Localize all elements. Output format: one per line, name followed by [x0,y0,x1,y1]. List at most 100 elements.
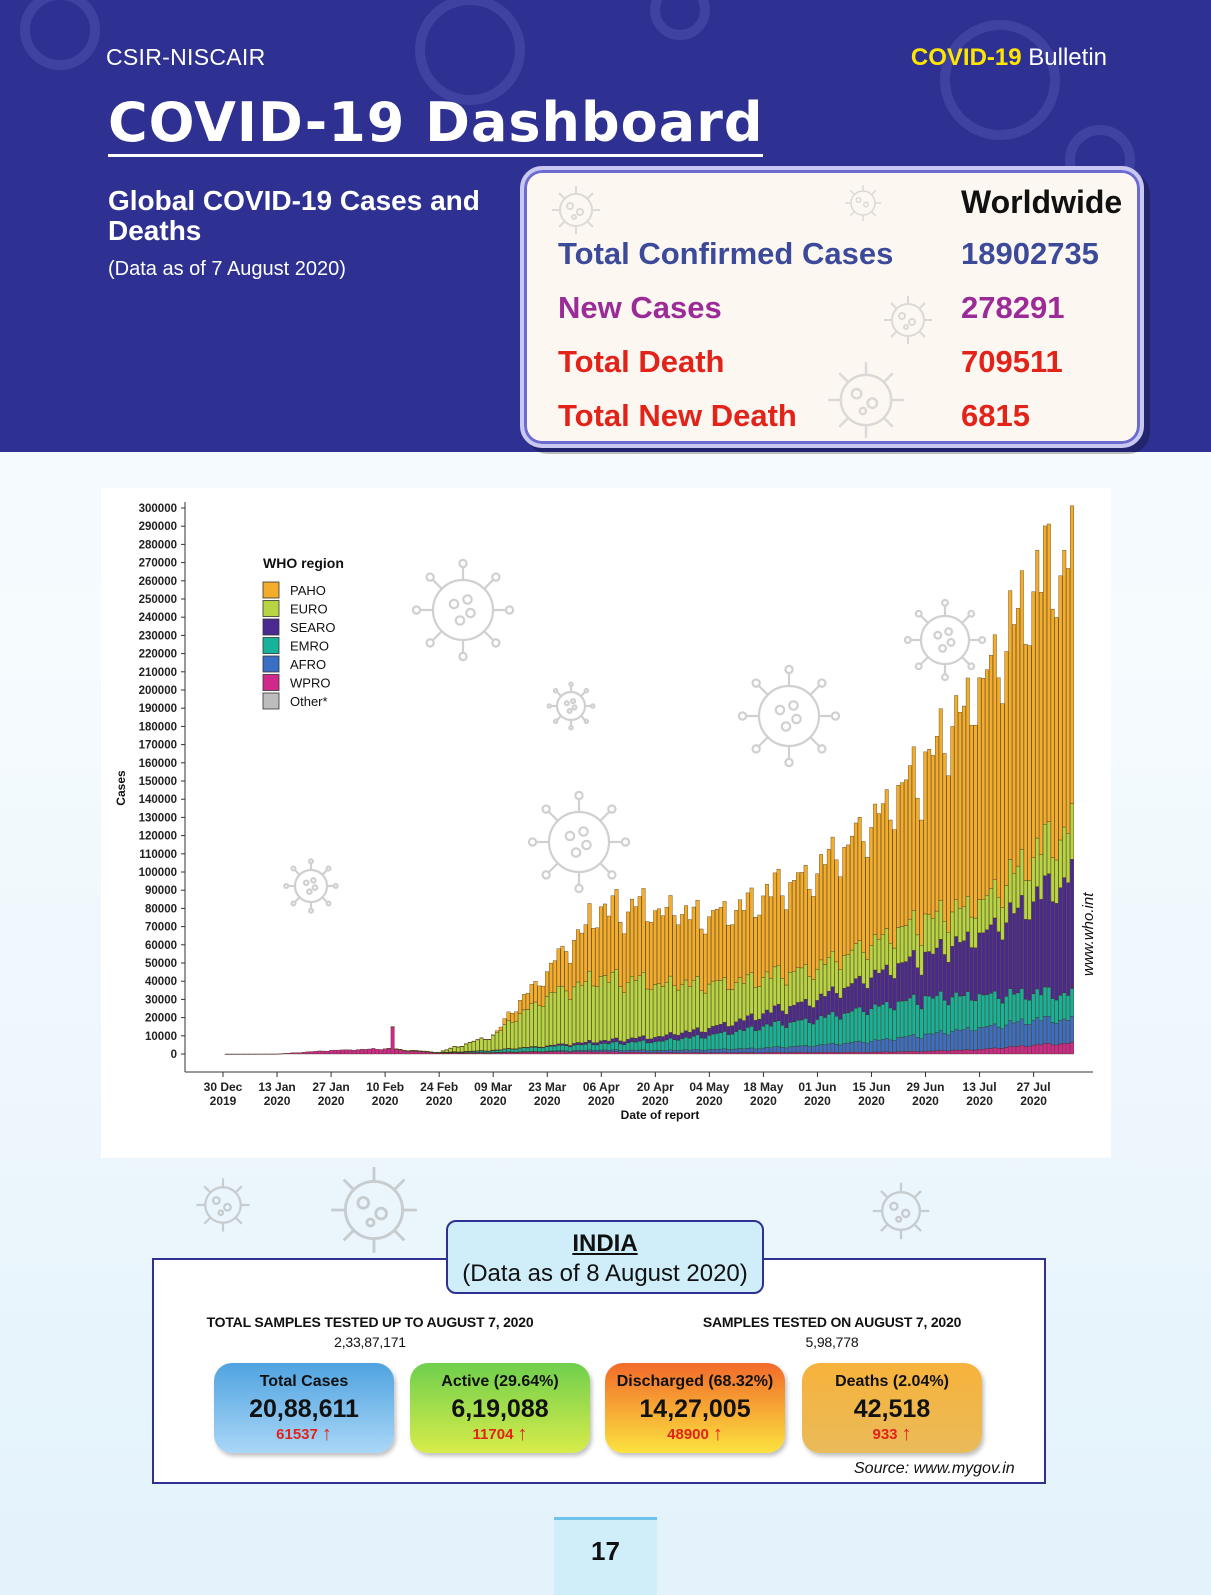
bar-searo [931,953,935,999]
bar-euro [996,897,1001,932]
bar-wpro [1008,1046,1013,1055]
bar-afro [599,1049,603,1052]
bar-searo [853,978,858,1009]
bar-emro [664,1039,669,1051]
bar-paho [448,1047,453,1049]
india-title: INDIA [572,1230,638,1257]
bar-paho [626,911,631,983]
bar-euro [892,947,897,979]
bar-emro [734,1031,739,1050]
total-new-death-value: 6815 [961,398,1030,433]
bar-paho [514,1011,519,1022]
bar-euro [838,969,843,999]
bar-afro [969,1030,974,1051]
bar-emro [514,1049,519,1053]
bar-wpro [958,1049,962,1055]
bar-euro [857,940,862,977]
bar-wpro [541,1052,546,1055]
bar-emro [626,1042,631,1051]
bar-paho [579,932,584,986]
bar-afro [1012,1022,1017,1047]
bar-emro [784,1027,789,1049]
bar-searo [1023,919,1028,1000]
bar-afro [645,1050,650,1053]
bar-emro [1039,994,1044,1021]
bar-euro [521,1009,526,1048]
bar-wpro [247,1053,252,1055]
x-tick-label: 2020 [264,1094,291,1108]
total-new-death-label: Total New Death [558,398,797,433]
bar-afro [954,1028,959,1051]
bar-emro [660,1041,665,1051]
bar-searo [850,983,854,1012]
bar-euro [950,911,955,947]
bar-paho [765,883,769,973]
bar-wpro [1019,1045,1024,1055]
bar-searo [792,1004,796,1022]
bar-wpro [807,1052,812,1055]
bar-euro [745,974,750,1016]
bar-euro [494,1032,499,1051]
bar-wpro [904,1051,908,1055]
bar-emro [560,1045,565,1051]
bar-wpro [792,1052,796,1055]
bar-wpro [927,1050,932,1055]
bar-euro [452,1046,457,1052]
bar-euro [757,986,762,1020]
bar-searo [637,1036,642,1042]
y-tick-label: 30000 [145,994,177,1006]
bar-paho [444,1049,449,1051]
bar-emro [633,1041,638,1051]
bar-searo [985,929,989,995]
bar-paho [568,963,573,1000]
bar-euro [792,971,796,1006]
bar-euro [884,928,889,966]
new-cases-label: New Cases [558,290,722,325]
stat-total-cases: Total Cases 20,88,611 61537 ↑ [214,1363,394,1453]
bar-emro [537,1047,542,1052]
bar-euro [904,925,908,962]
bar-searo [687,1032,692,1039]
bar-afro [610,1049,615,1052]
bar-emro [529,1047,534,1052]
bar-paho [552,960,557,993]
bar-afro [630,1049,634,1053]
y-tick-label: 10000 [145,1031,177,1043]
bar-euro [772,966,777,1007]
bar-paho [637,896,642,976]
bar-wpro [892,1051,897,1055]
bar-afro [981,1027,986,1050]
bar-euro [1016,865,1020,909]
y-axis-label: Cases [114,770,128,806]
bar-euro [958,908,962,943]
bar-afro [938,1030,943,1051]
page-title: COVID-19 Dashboard [108,92,764,157]
legend-swatch [262,692,280,710]
bar-paho [672,915,677,986]
bar-wpro [923,1050,928,1055]
bar-wpro [367,1048,372,1055]
bar-emro [757,1029,762,1049]
worldwide-heading: Worldwide [961,184,1123,220]
bar-paho [660,915,665,987]
bar-wpro [834,1052,839,1055]
bar-emro [819,1015,824,1045]
bar-emro [711,1033,715,1050]
bar-paho [904,779,908,926]
bar-paho [525,992,530,1010]
bar-emro [730,1033,735,1050]
global-section-title: Global COVID-19 Cases and Deaths [108,185,480,246]
bar-wpro [610,1051,615,1055]
bar-wpro [633,1052,638,1055]
bar-euro [595,986,600,1043]
bar-searo [649,1038,654,1044]
bar-afro [850,1042,854,1053]
bar-wpro [398,1049,403,1055]
bar-searo [672,1034,677,1040]
bar-emro [510,1048,515,1053]
bar-euro [599,976,603,1041]
bar-emro [873,1004,878,1040]
bar-wpro [637,1052,642,1055]
bar-afro [838,1044,843,1053]
bar-searo [749,1013,754,1027]
